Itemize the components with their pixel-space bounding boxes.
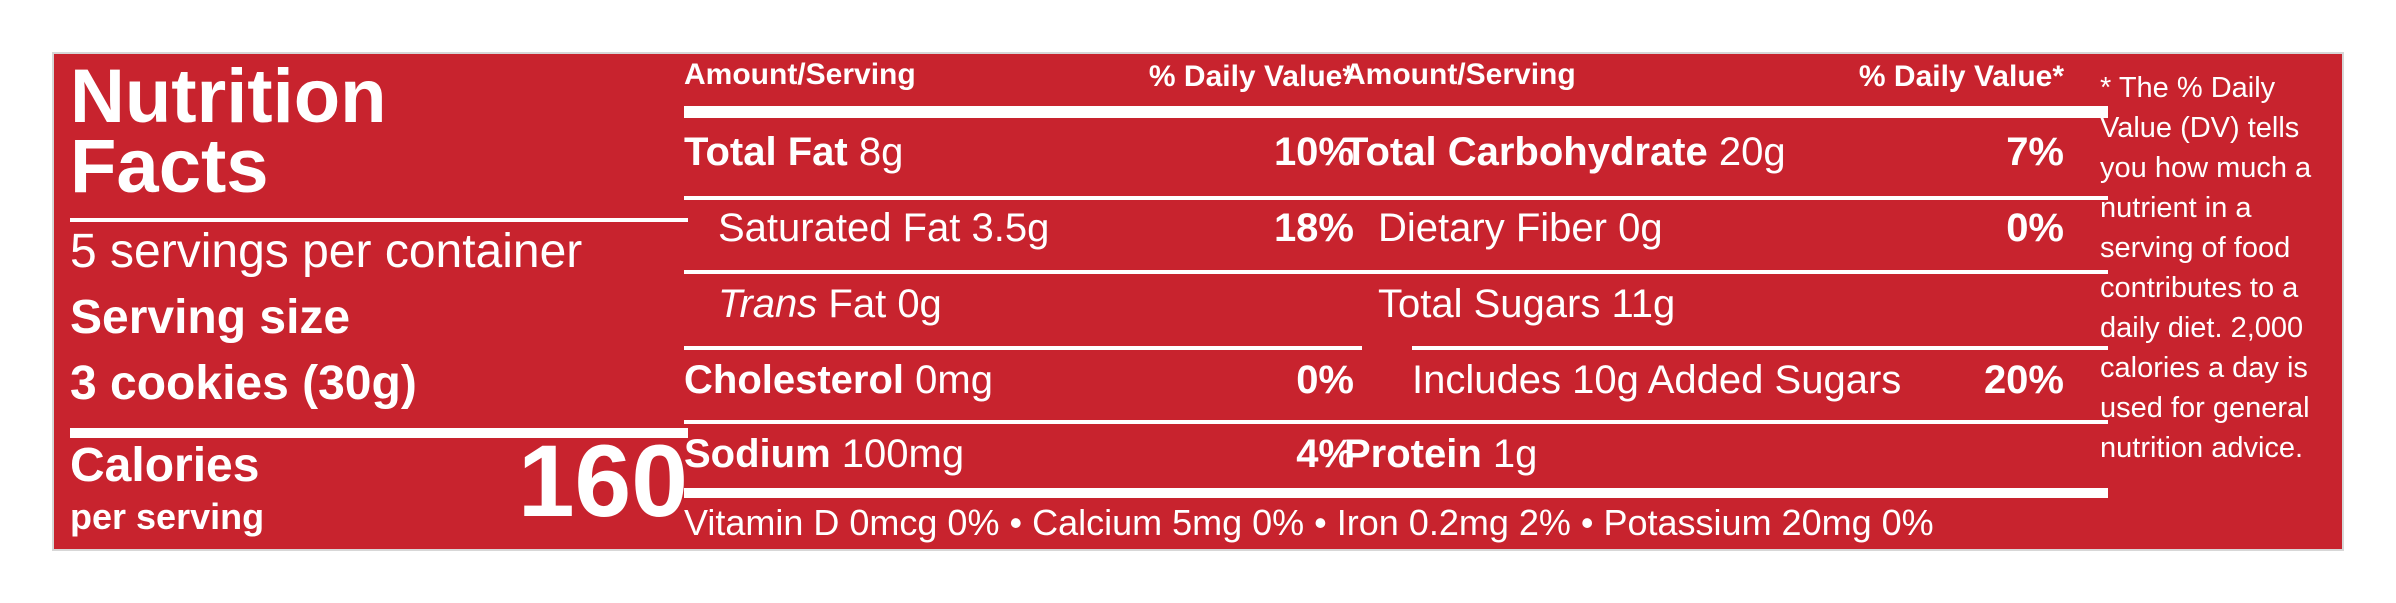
title-line2: Facts (70, 124, 269, 209)
nutrient-name: Total Fat 8g (684, 130, 904, 174)
nutrient-name: Total Carbohydrate 20g (1344, 130, 1786, 174)
divider (684, 196, 1362, 200)
nutrient-dv: 18% (1273, 206, 1354, 250)
divider (70, 218, 688, 222)
nutrient-name: Dietary Fiber 0g (1378, 206, 1663, 250)
nutrition-facts-label: Nutrition Facts 5 servings per container… (52, 52, 2344, 551)
calories-label: Calories (70, 439, 260, 492)
nutrient-dv: 0% (2006, 206, 2064, 250)
divider-thick (684, 106, 1362, 118)
amount-serving-header: Amount/Serving (684, 58, 916, 91)
servings-per-container: 5 servings per container (70, 225, 583, 278)
nutrient-name: Includes 10g Added Sugars (1412, 358, 1902, 402)
serving-size-value: 3 cookies (30g) (70, 357, 417, 410)
nutrient-name: Sodium 100mg (684, 432, 965, 476)
divider-thick (70, 428, 688, 438)
nutrient-dv: 4% (1296, 432, 1354, 476)
daily-value-header: % Daily Value* (1858, 60, 2064, 93)
nutrient-name: Cholesterol 0mg (684, 358, 993, 402)
divider (684, 270, 1362, 274)
divider (1344, 420, 2108, 424)
calories-value: 160 (517, 424, 688, 538)
nutrient-name: Total Sugars 11g (1378, 282, 1676, 326)
nutrient-dv: 7% (2006, 130, 2064, 174)
title-line1: Nutrition (70, 54, 387, 139)
nutrient-name: Protein 1g (1344, 432, 1538, 476)
nutrient-dv: 0% (1296, 358, 1354, 402)
divider (1412, 346, 2108, 350)
serving-size-label: Serving size (70, 291, 351, 344)
divider-thick (684, 488, 2108, 498)
divider (1344, 270, 2108, 274)
nutrient-dv: 10% (1273, 130, 1354, 174)
daily-value-header: % Daily Value* (1148, 60, 1354, 93)
daily-value-footnote: * The % Daily Value (DV) tells you how m… (2100, 72, 2312, 464)
divider (684, 420, 1362, 424)
nutrient-name: Saturated Fat 3.5g (718, 206, 1050, 250)
amount-serving-header: Amount/Serving (1344, 58, 1576, 91)
divider (684, 346, 1362, 350)
divider-thick (1344, 106, 2108, 118)
nutrient-dv: 20% (1983, 358, 2064, 402)
vitamins-minerals-line: Vitamin D 0mcg 0% • Calcium 5mg 0% • Iro… (684, 502, 1934, 543)
divider (1344, 196, 2108, 200)
per-serving-label: per serving (70, 496, 265, 537)
nutrient-name: Trans Fat 0g (718, 282, 942, 326)
